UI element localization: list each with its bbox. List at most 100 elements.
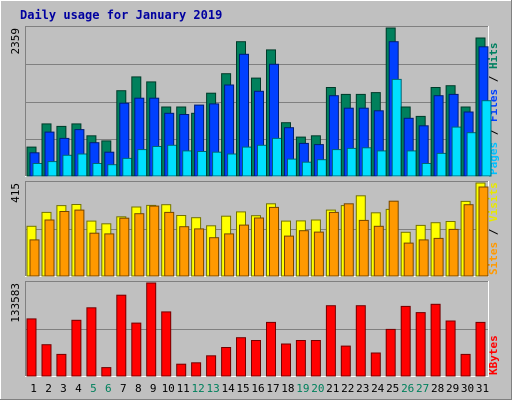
bar-pages-16 xyxy=(257,144,267,177)
bar-pages-17 xyxy=(272,137,282,177)
right-axis-label-part: Sites xyxy=(487,242,500,275)
x-label-day-23: 23 xyxy=(356,382,369,395)
x-label-day-21: 21 xyxy=(326,382,339,395)
bar-kbytes-15 xyxy=(236,337,246,377)
x-label-day-11: 11 xyxy=(177,382,190,395)
bar-sites-14 xyxy=(224,233,235,277)
x-label-day-9: 9 xyxy=(150,382,157,395)
chart-title: Daily usage for January 2019 xyxy=(20,8,222,22)
panel-kbytes: 133583 KBytes xyxy=(9,281,500,377)
right-axis-label-part: KBytes xyxy=(487,335,500,375)
bar-sites-25 xyxy=(388,200,399,277)
right-axis-label-part: Hits xyxy=(487,43,500,70)
bar-kbytes-24 xyxy=(370,352,381,377)
bar-kbytes-11 xyxy=(176,363,187,377)
bar-kbytes-16 xyxy=(251,340,261,377)
bar-pages-12 xyxy=(197,151,208,177)
bar-sites-27 xyxy=(418,239,429,277)
bar-kbytes-21 xyxy=(325,305,336,377)
bar-kbytes-10 xyxy=(161,311,172,377)
bar-pages-25 xyxy=(391,78,402,177)
bar-sites-16 xyxy=(254,217,264,277)
bar-pages-13 xyxy=(212,151,223,177)
bar-pages-8 xyxy=(137,149,148,177)
bar-pages-4 xyxy=(77,153,88,177)
bar-pages-21 xyxy=(331,149,342,177)
bar-pages-28 xyxy=(436,152,447,177)
bar-sites-19 xyxy=(298,230,309,277)
x-label-day-16: 16 xyxy=(251,382,264,395)
bar-sites-5 xyxy=(89,232,100,277)
bar-sites-18 xyxy=(284,235,294,277)
x-label-day-13: 13 xyxy=(206,382,219,395)
right-axis-label-part: Visits xyxy=(487,182,500,222)
bar-pages-1 xyxy=(32,163,43,177)
right-axis-label: Sites / Visits xyxy=(487,182,500,275)
x-label-day-29: 29 xyxy=(446,382,459,395)
x-label-day-20: 20 xyxy=(311,382,324,395)
bar-pages-23 xyxy=(361,147,372,177)
bar-pages-9 xyxy=(152,146,163,177)
bar-sites-31 xyxy=(478,186,489,277)
x-label-day-2: 2 xyxy=(45,382,52,395)
bar-kbytes-5 xyxy=(86,307,97,377)
x-label-day-28: 28 xyxy=(431,382,444,395)
bar-sites-24 xyxy=(373,225,384,277)
bar-sites-4 xyxy=(74,209,85,277)
bar-sites-12 xyxy=(194,228,205,277)
x-label-day-1: 1 xyxy=(30,382,37,395)
bar-kbytes-17 xyxy=(266,321,276,377)
bar-kbytes-9 xyxy=(146,282,157,377)
x-label-day-30: 30 xyxy=(461,382,474,395)
bar-kbytes-8 xyxy=(131,322,142,377)
bar-sites-26 xyxy=(403,242,414,277)
x-label-day-17: 17 xyxy=(266,382,279,395)
bar-pages-14 xyxy=(227,153,238,177)
x-label-day-15: 15 xyxy=(236,382,249,395)
bar-kbytes-3 xyxy=(56,353,67,377)
x-label-day-5: 5 xyxy=(90,382,97,395)
bar-sites-10 xyxy=(164,211,175,277)
x-label-day-24: 24 xyxy=(371,382,385,395)
bar-kbytes-30 xyxy=(460,353,471,377)
y-max-label: 415 xyxy=(9,183,22,203)
bar-sites-7 xyxy=(119,217,130,277)
bar-pages-15 xyxy=(242,146,252,177)
y-max-label: 133583 xyxy=(9,283,22,323)
bar-pages-11 xyxy=(182,150,193,177)
bar-kbytes-12 xyxy=(191,362,202,377)
bar-sites-15 xyxy=(239,224,249,277)
bar-pages-27 xyxy=(421,163,432,177)
x-label-day-31: 31 xyxy=(476,382,489,395)
bar-pages-19 xyxy=(301,161,312,177)
x-label-day-25: 25 xyxy=(386,382,399,395)
x-label-day-10: 10 xyxy=(162,382,175,395)
bar-pages-6 xyxy=(107,164,118,177)
x-label-day-18: 18 xyxy=(281,382,294,395)
bar-sites-3 xyxy=(59,211,70,277)
bar-pages-10 xyxy=(167,144,178,177)
bar-pages-5 xyxy=(92,163,103,177)
bar-kbytes-28 xyxy=(430,303,441,377)
bar-sites-22 xyxy=(343,203,354,277)
bar-kbytes-29 xyxy=(445,320,456,377)
bar-kbytes-26 xyxy=(400,305,411,377)
bar-kbytes-31 xyxy=(475,321,486,377)
bar-sites-11 xyxy=(179,226,190,277)
bar-pages-30 xyxy=(466,132,477,177)
bar-pages-20 xyxy=(316,159,327,177)
bar-sites-1 xyxy=(29,239,40,277)
x-label-day-7: 7 xyxy=(120,382,127,395)
bar-kbytes-25 xyxy=(385,328,396,377)
bar-sites-2 xyxy=(44,219,55,277)
x-label-day-26: 26 xyxy=(401,382,414,395)
x-label-day-27: 27 xyxy=(416,382,429,395)
bar-kbytes-22 xyxy=(340,345,351,377)
bar-pages-3 xyxy=(62,154,73,177)
x-label-day-3: 3 xyxy=(60,382,67,395)
right-axis-label-part: / xyxy=(487,69,500,89)
bar-kbytes-14 xyxy=(221,347,232,377)
bar-pages-22 xyxy=(346,147,357,177)
